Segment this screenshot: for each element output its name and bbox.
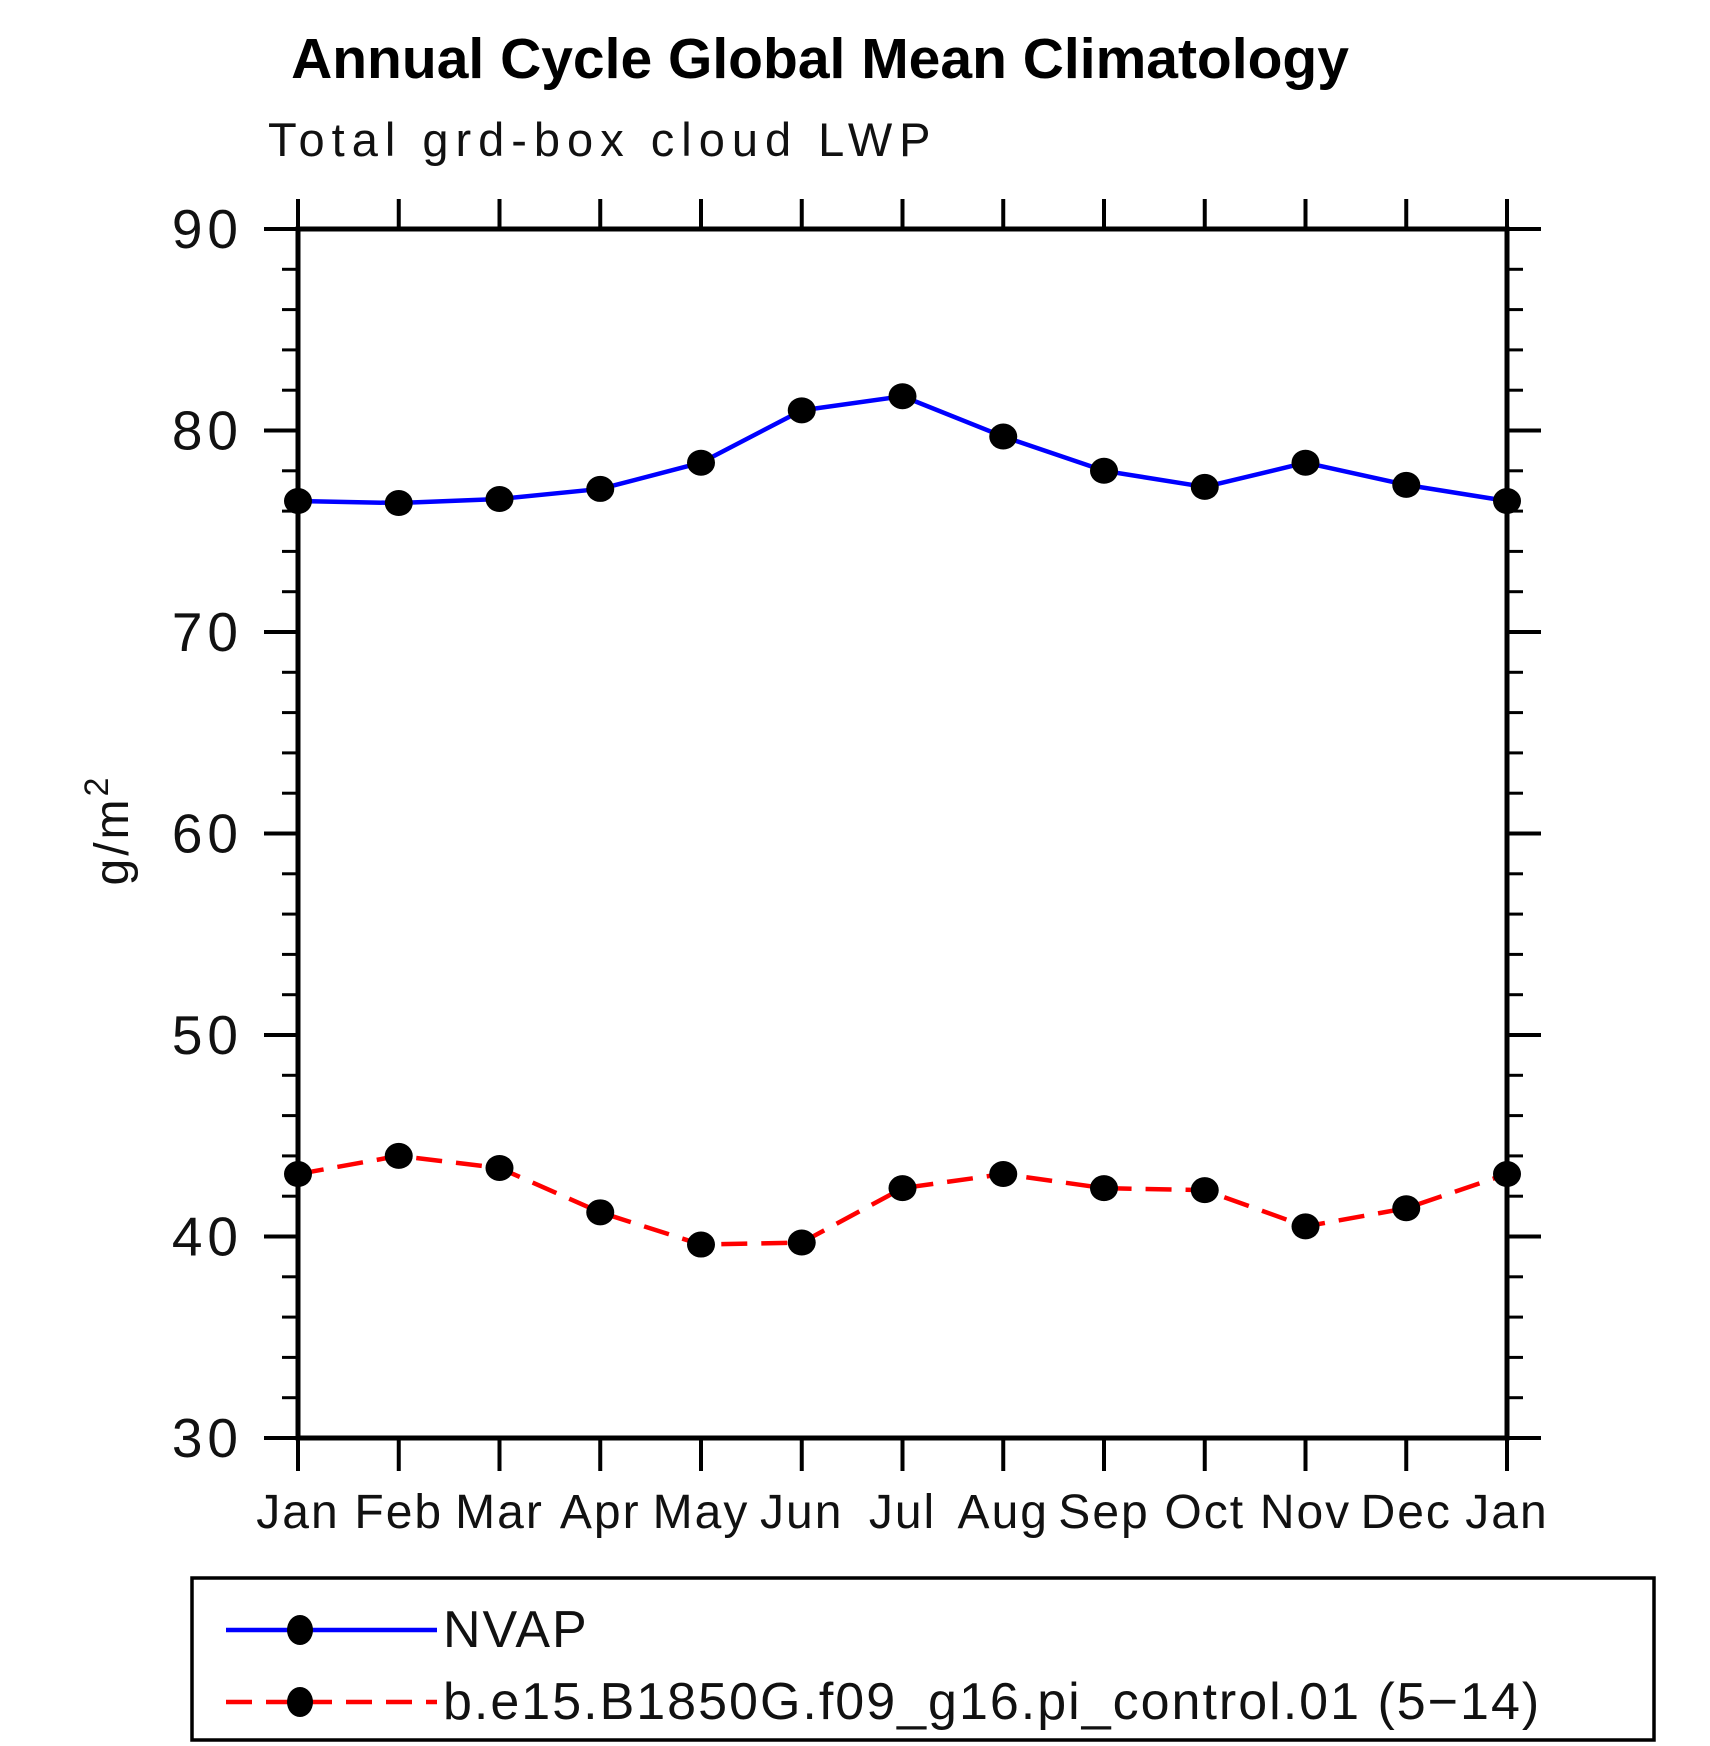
legend-marker <box>287 1687 313 1717</box>
data-point-marker <box>1291 449 1320 476</box>
x-axis-tick-label: Aug <box>958 1486 1049 1539</box>
data-point-marker <box>485 486 514 513</box>
plot-frame <box>295 226 1510 1441</box>
data-point-marker <box>384 490 413 517</box>
x-axis-tick-label: May <box>653 1486 750 1539</box>
x-axis-tick-label: Feb <box>354 1486 443 1539</box>
series-line-nvap <box>297 393 1508 506</box>
data-point-marker <box>1291 1213 1320 1240</box>
x-axis-tick-label: Oct <box>1164 1486 1245 1539</box>
x-axis-tick-label: Sep <box>1058 1486 1149 1539</box>
data-point-marker <box>1392 1195 1421 1222</box>
x-axis-tick-label: Jan <box>1465 1486 1548 1539</box>
data-point-marker <box>284 1161 312 1188</box>
y-axis-tick-label: 40 <box>172 1206 243 1268</box>
legend-marker <box>287 1615 313 1645</box>
data-point-marker <box>787 397 816 424</box>
data-point-marker <box>1493 1161 1521 1188</box>
y-axis-tick-label: 50 <box>172 1004 243 1066</box>
y-axis-tick-label: 70 <box>172 601 243 663</box>
data-point-marker <box>989 423 1018 450</box>
y-axis-tick-label: 90 <box>172 198 243 260</box>
data-point-marker <box>888 1175 917 1202</box>
legend-label: b.e15.B1850G.f09_g16.pi_control.01 (5−14… <box>443 1673 1541 1731</box>
data-point-marker <box>888 383 917 410</box>
data-point-marker <box>384 1142 413 1169</box>
data-point-marker <box>1190 1177 1219 1204</box>
x-axis-tick-label: Nov <box>1260 1486 1351 1539</box>
data-point-marker <box>989 1161 1018 1188</box>
chart-subtitle: Total grd-box cloud LWP <box>268 113 938 166</box>
data-point-marker <box>1190 473 1219 500</box>
x-axis-tick-label: Jun <box>760 1486 843 1539</box>
x-axis-tick-label: Jan <box>256 1486 339 1539</box>
x-axis-tick-label: Mar <box>455 1486 544 1539</box>
y-axis-tick-label: 60 <box>172 803 243 865</box>
chart-title: Annual Cycle Global Mean Climatology <box>291 27 1349 91</box>
data-point-marker <box>687 449 715 476</box>
y-axis-tick-label: 30 <box>172 1407 243 1469</box>
data-point-marker <box>687 1231 715 1258</box>
data-point-marker <box>586 1199 615 1226</box>
x-axis-tick-label: Apr <box>560 1486 641 1539</box>
x-axis-tick-label: Jul <box>869 1486 936 1539</box>
data-point-marker <box>485 1154 514 1181</box>
data-point-marker <box>1392 471 1421 498</box>
legend-box <box>190 1576 1656 1742</box>
data-point-marker <box>284 488 312 515</box>
y-axis-tick-label: 80 <box>172 400 243 462</box>
data-point-marker <box>1493 488 1521 515</box>
data-point-marker <box>787 1229 816 1256</box>
x-axis-tick-label: Dec <box>1361 1486 1452 1539</box>
y-axis-title: g/m2 <box>78 775 139 886</box>
data-point-marker <box>586 475 615 502</box>
legend-label: NVAP <box>443 1601 589 1659</box>
data-point-marker <box>1090 1175 1118 1202</box>
data-point-marker <box>1090 457 1118 484</box>
